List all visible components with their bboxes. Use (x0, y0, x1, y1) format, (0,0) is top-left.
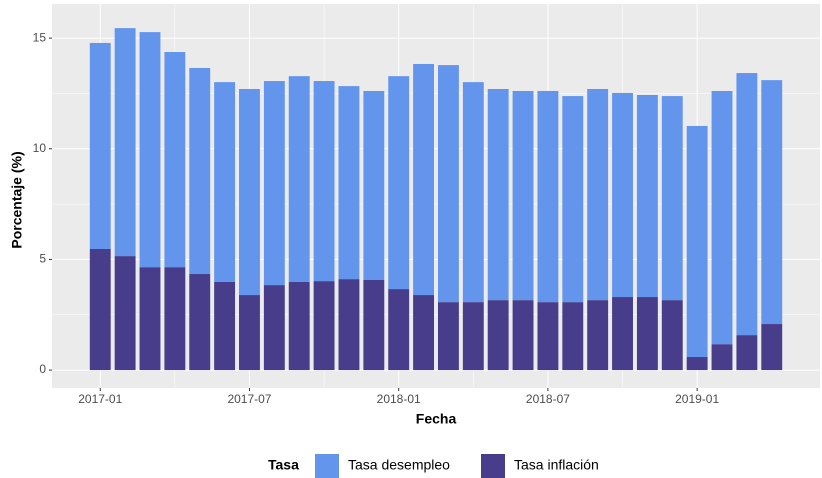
legend-label: Tasa desempleo (348, 457, 450, 473)
bar-segment (462, 82, 484, 303)
bar-segment (214, 281, 236, 371)
bar-segment (114, 28, 136, 257)
bar-segment (661, 96, 683, 301)
legend-key (481, 454, 505, 478)
bar-segment (562, 302, 584, 371)
bar-segment (437, 302, 459, 371)
y-tick-label: 0 (39, 362, 46, 376)
bar-segment (413, 295, 435, 371)
bar-segment (686, 357, 708, 371)
bar-segment (711, 344, 733, 371)
legend-title: Tasa (268, 457, 299, 473)
bar-segment (661, 300, 683, 371)
bar-segment (437, 65, 459, 303)
bar-segment (736, 73, 758, 336)
bar-segment (388, 76, 410, 290)
bar-segment (214, 82, 236, 282)
bar-segment (686, 125, 708, 358)
legend-label: Tasa inflación (514, 457, 599, 473)
bar-segment (761, 324, 783, 371)
bar-segment (338, 279, 360, 371)
bar-segment (413, 63, 435, 296)
bar-segment (338, 86, 360, 280)
y-tick-label: 10 (33, 141, 47, 155)
y-tick-label: 15 (33, 30, 47, 44)
bar-segment (537, 90, 559, 303)
bar-segment (288, 281, 310, 371)
bar-segment (587, 300, 609, 371)
bar-segment (313, 81, 335, 282)
bar-segment (139, 32, 161, 268)
x-tick-label: 2019-01 (675, 392, 719, 406)
bar-segment (263, 81, 285, 286)
bar-segment (562, 96, 584, 303)
bar-segment (189, 274, 211, 371)
bar-segment (288, 76, 310, 282)
bar-segment (388, 289, 410, 371)
bar-segment (139, 267, 161, 371)
bar-segment (164, 267, 186, 371)
bar-segment (89, 249, 111, 371)
y-tick-label: 5 (39, 252, 46, 266)
bar-segment (487, 300, 509, 371)
bar-segment (736, 335, 758, 371)
bar-segment (239, 295, 260, 371)
x-tick-label: 2018-01 (377, 392, 421, 406)
bar-segment (189, 67, 211, 275)
bar-segment (363, 90, 385, 280)
bar-segment (487, 88, 509, 301)
y-axis-title: Porcentaje (%) (9, 151, 25, 248)
bar-segment (512, 90, 534, 301)
x-tick-label: 2017-07 (227, 392, 271, 406)
x-tick-label: 2018-07 (526, 392, 570, 406)
bar-segment (636, 297, 658, 371)
bar-segment (612, 297, 633, 371)
bar-segment (462, 302, 484, 371)
bar-segment (89, 42, 111, 250)
legend-key (315, 454, 339, 478)
bar-segment (239, 88, 260, 296)
bar-segment (164, 52, 186, 268)
bar-segment (537, 302, 559, 371)
bar-segment (711, 90, 733, 345)
bar-segment (612, 92, 633, 298)
x-tick-label: 2017-01 (78, 392, 122, 406)
bar-segment (263, 285, 285, 371)
bar-segment (313, 281, 335, 371)
bar-segment (587, 88, 609, 301)
x-axis-title: Fecha (416, 411, 457, 427)
bar-segment (636, 94, 658, 298)
bar-segment (512, 300, 534, 371)
bar-segment (363, 279, 385, 371)
bar-segment (114, 256, 136, 371)
bar-segment (761, 80, 783, 325)
